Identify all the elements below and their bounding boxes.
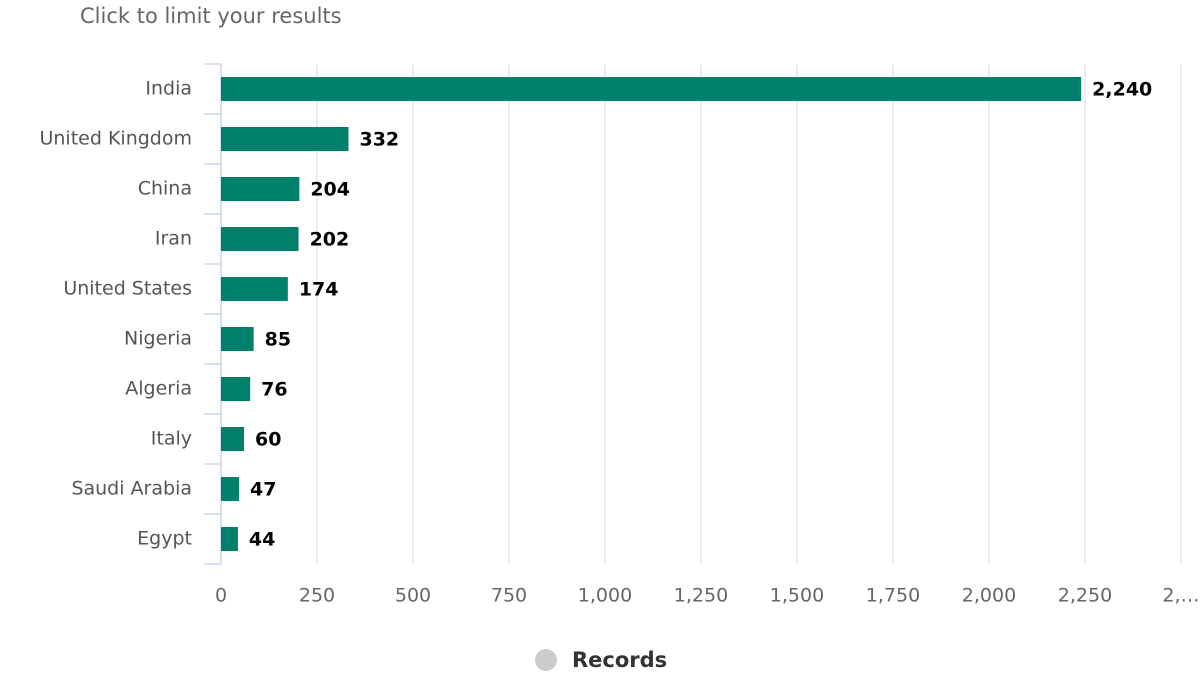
bar [221, 277, 288, 301]
value-label: 44 [249, 529, 275, 551]
value-label: 47 [250, 479, 276, 501]
bar [221, 227, 299, 251]
bar [221, 477, 240, 501]
y-tick-label: Italy [151, 428, 192, 450]
value-label: 76 [261, 379, 287, 401]
legend-label: Records [572, 648, 667, 672]
x-tick-label: 1,750 [866, 585, 920, 607]
y-tick-label: Egypt [137, 528, 192, 550]
value-label: 2,240 [1092, 79, 1152, 101]
x-tick-label: 250 [299, 585, 335, 607]
value-label: 60 [255, 429, 281, 451]
x-tick-label: 0 [215, 585, 227, 607]
x-tick-label: 2,… [1162, 585, 1199, 607]
bar [221, 377, 251, 401]
x-tick-label: 1,500 [770, 585, 824, 607]
value-label: 174 [299, 279, 339, 301]
bar [221, 327, 254, 351]
y-tick-label: China [138, 178, 192, 200]
bar [221, 427, 245, 451]
x-tick-label: 500 [395, 585, 431, 607]
y-tick-label: India [145, 78, 192, 100]
y-tick-label: United Kingdom [39, 128, 192, 150]
x-tick-label: 1,250 [674, 585, 728, 607]
bar [221, 177, 300, 201]
value-label: 204 [310, 179, 350, 201]
x-tick-label: 750 [491, 585, 527, 607]
bar [221, 127, 349, 151]
value-label: 202 [310, 229, 350, 251]
value-label: 332 [359, 129, 399, 151]
y-tick-label: Saudi Arabia [71, 478, 192, 500]
y-tick-label: Nigeria [124, 328, 192, 350]
bar [221, 527, 238, 551]
y-tick-label: United States [63, 278, 192, 300]
bar [221, 77, 1082, 101]
chart-title: Click to limit your results [80, 4, 342, 28]
value-label: 85 [265, 329, 291, 351]
x-tick-label: 2,250 [1058, 585, 1112, 607]
legend-marker [535, 649, 557, 671]
y-tick-label: Iran [155, 228, 192, 250]
x-tick-label: 1,000 [578, 585, 632, 607]
y-tick-label: Algeria [125, 378, 192, 400]
x-tick-label: 2,000 [962, 585, 1016, 607]
